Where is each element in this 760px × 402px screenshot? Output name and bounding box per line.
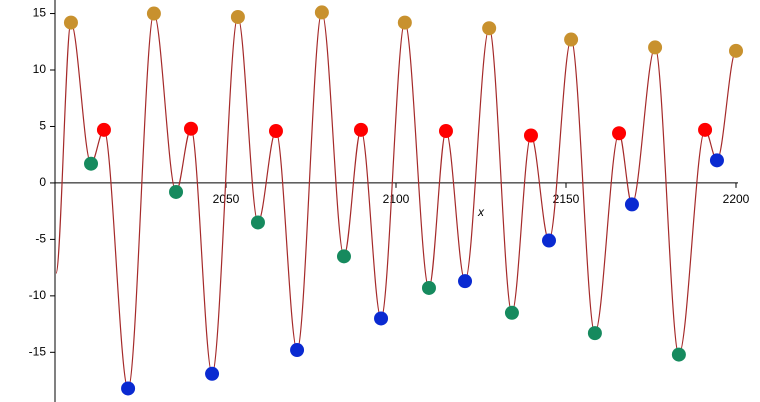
- x-axis-label: x: [477, 205, 485, 219]
- y-tick-label: -5: [35, 232, 46, 246]
- point: [230, 9, 245, 24]
- point: [121, 381, 136, 396]
- point: [458, 274, 473, 289]
- y-tick-label: -10: [29, 288, 47, 302]
- point: [421, 280, 436, 295]
- point: [397, 15, 412, 30]
- point: [250, 215, 265, 230]
- point: [96, 122, 111, 137]
- point: [146, 6, 161, 21]
- point: [183, 121, 198, 136]
- y-tick-label: 5: [39, 119, 46, 133]
- point: [268, 123, 283, 138]
- x-tick-label: 2200: [723, 192, 750, 206]
- y-tick-label: -15: [29, 344, 47, 358]
- point: [648, 40, 663, 55]
- point: [336, 249, 351, 264]
- point: [63, 15, 78, 30]
- y-tick-label: 15: [33, 6, 47, 20]
- point: [542, 233, 556, 248]
- y-tick-label: 10: [33, 62, 47, 76]
- point: [671, 347, 686, 362]
- x-tick-label: 2150: [553, 192, 580, 206]
- point: [624, 197, 639, 212]
- point: [564, 32, 579, 47]
- point: [482, 21, 497, 36]
- point: [169, 184, 184, 199]
- x-tick-label: 2100: [383, 192, 410, 206]
- point: [314, 5, 329, 20]
- point: [438, 123, 453, 138]
- curve: [55, 11, 737, 390]
- point: [729, 43, 743, 58]
- point: [587, 326, 602, 341]
- point: [84, 156, 99, 171]
- x-tick-label: 2050: [213, 192, 240, 206]
- point: [290, 343, 305, 358]
- point: [612, 126, 627, 141]
- point: [523, 128, 538, 143]
- point: [504, 305, 519, 320]
- point: [374, 311, 389, 326]
- y-tick-label: 0: [39, 175, 46, 189]
- point: [353, 122, 368, 137]
- point: [709, 153, 724, 168]
- point: [205, 366, 220, 381]
- point: [698, 122, 713, 137]
